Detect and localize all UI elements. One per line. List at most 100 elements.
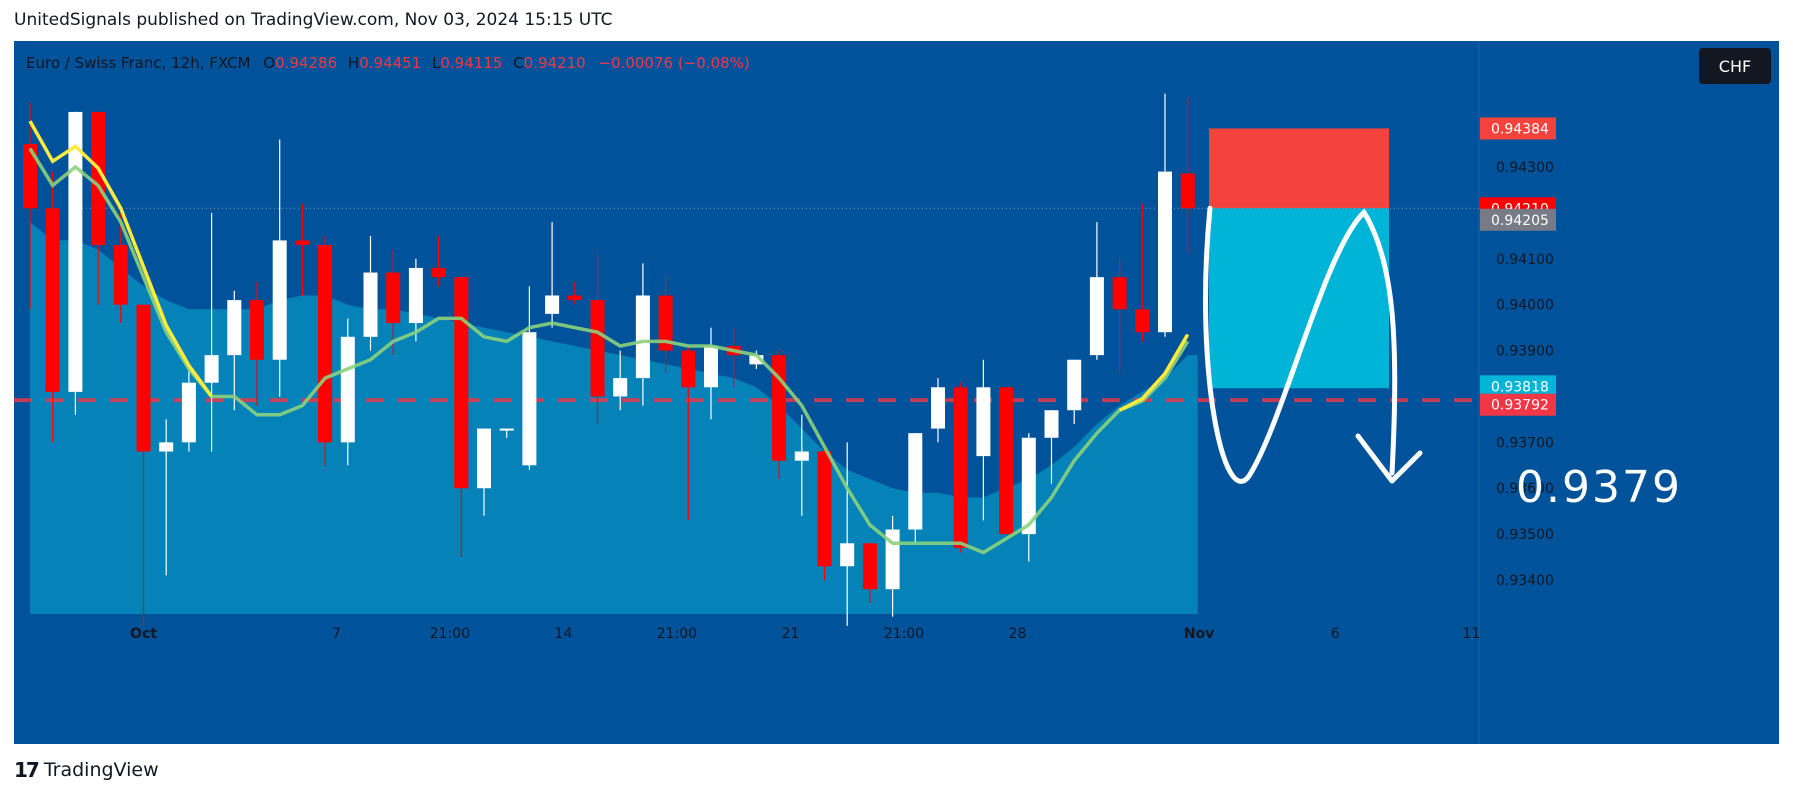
close-value: 0.94210 <box>523 54 586 72</box>
down-candle <box>250 300 264 360</box>
price-tick-label: 0.93400 <box>1496 573 1554 589</box>
down-candle <box>295 240 310 246</box>
time-tick-label: 21:00 <box>657 626 697 642</box>
time-tick-label: 14 <box>555 626 573 642</box>
up-candle <box>931 387 945 429</box>
up-candle <box>1158 171 1172 333</box>
chart-panel[interactable]: 0.93400 0.93500 0.93600 0.93700 0.93900 0.940… <box>14 41 1779 744</box>
time-tick-label: 6 <box>1331 626 1340 642</box>
price-tick-label: 0.94300 <box>1496 160 1554 176</box>
up-candle <box>522 332 537 466</box>
time-tick-label: 21:00 <box>884 626 924 642</box>
price-badge-label: 0.94205 <box>1491 213 1549 229</box>
currency-button[interactable]: CHF <box>1699 48 1771 84</box>
price-tick-label: 0.93700 <box>1496 435 1554 451</box>
symbol-name: Euro / Swiss Franc, 12h, FXCM <box>26 54 251 72</box>
up-candle <box>181 382 196 443</box>
up-candle <box>499 428 514 431</box>
low-value: 0.94115 <box>440 54 503 72</box>
down-candle <box>681 350 696 388</box>
down-candle <box>318 245 333 443</box>
time-tick-label: 28 <box>1009 626 1027 642</box>
up-candle <box>477 428 491 489</box>
up-candle <box>1067 359 1082 411</box>
price-badge-label: 0.94384 <box>1491 121 1549 137</box>
up-candle <box>635 295 650 379</box>
publisher-header: UnitedSignals published on TradingView.c… <box>14 10 613 30</box>
down-candle <box>567 295 582 301</box>
down-candle <box>431 267 446 278</box>
down-candle <box>862 543 877 590</box>
moving-average-green <box>28 147 1190 555</box>
down-candle <box>590 300 605 397</box>
down-candle <box>1180 173 1195 209</box>
down-candle <box>454 277 469 489</box>
moving-average-yellow-start <box>28 120 214 398</box>
up-candle <box>1089 277 1104 356</box>
time-tick-label: 21 <box>782 626 800 642</box>
down-candle <box>386 272 401 324</box>
up-candle <box>794 451 809 461</box>
time-tick-label: 21:00 <box>430 626 470 642</box>
symbol-info: Euro / Swiss Franc, 12h, FXCM O0.94286 H… <box>26 54 750 72</box>
down-candle <box>999 387 1014 535</box>
price-badge <box>1480 208 1556 231</box>
up-candle <box>840 543 855 567</box>
price-tick-label: 0.93900 <box>1496 344 1554 360</box>
up-candle <box>1044 410 1059 438</box>
up-candle <box>68 111 83 392</box>
down-candle <box>136 304 151 452</box>
price-badge <box>1480 117 1556 140</box>
up-candle <box>613 378 628 397</box>
price-tick-label: 0.94100 <box>1496 252 1554 268</box>
up-candle <box>408 267 423 324</box>
arrow-down-icon <box>1355 433 1423 484</box>
up-candle <box>545 295 560 314</box>
down-candle <box>113 245 128 305</box>
up-candle <box>272 240 287 360</box>
price-badge <box>1480 375 1556 398</box>
up-candle <box>363 272 378 337</box>
down-candle <box>91 111 106 246</box>
footer-brand[interactable]: 17 TradingView <box>14 758 159 782</box>
time-tick-label: Nov <box>1184 626 1214 642</box>
up-candle <box>749 355 764 365</box>
time-tick-label: 11 <box>1463 626 1481 642</box>
price-badge-label: 0.93818 <box>1491 379 1549 395</box>
up-candle <box>704 345 718 388</box>
brand-name: TradingView <box>43 759 159 781</box>
down-candle <box>658 295 673 351</box>
up-candle <box>976 387 991 457</box>
high-label: H <box>347 54 360 72</box>
low-label: L <box>432 54 441 72</box>
time-tick-label: 7 <box>332 626 341 642</box>
up-candle <box>340 336 355 443</box>
up-candle <box>227 300 242 356</box>
projection-curve <box>1203 205 1398 484</box>
price-badge-label: 0.93792 <box>1491 398 1549 414</box>
up-candle <box>204 355 219 383</box>
time-axis-band <box>14 614 1479 744</box>
up-candle <box>908 433 923 530</box>
up-candle <box>1021 437 1036 535</box>
price-tick-label: 0.94000 <box>1496 298 1554 314</box>
high-value: 0.94451 <box>359 54 422 72</box>
moving-average-yellow-end <box>1118 333 1190 412</box>
target-price-annotation: 0.9379 <box>1516 462 1682 513</box>
tradingview-logo-icon: 17 <box>14 758 40 782</box>
down-candle <box>1135 309 1150 333</box>
price-badge <box>1480 393 1556 416</box>
down-candle <box>1112 277 1127 310</box>
close-label: C <box>513 54 524 72</box>
down-candle <box>953 387 968 548</box>
open-label: O <box>263 54 276 72</box>
up-candle <box>159 442 174 452</box>
down-candle <box>23 144 37 209</box>
stop-loss-zone <box>1209 128 1389 209</box>
candlestick-chart[interactable]: 0.93400 0.93500 0.93600 0.93700 0.93900 0.940… <box>14 41 1779 744</box>
price-tick-label: 0.93600 <box>1496 481 1554 497</box>
down-candle <box>45 208 60 392</box>
time-tick-label: Oct <box>130 626 157 642</box>
price-tick-label: 0.93500 <box>1496 527 1554 543</box>
open-value: 0.94286 <box>275 54 338 72</box>
